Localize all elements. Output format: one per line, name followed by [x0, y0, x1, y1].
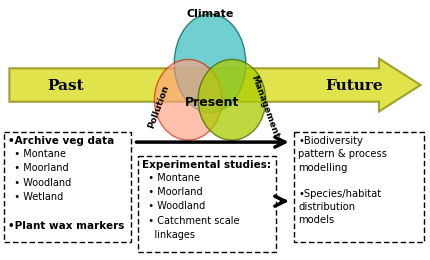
Text: Experimental studies:: Experimental studies: [142, 160, 271, 170]
Bar [138, 156, 276, 252]
Polygon shape [9, 58, 421, 112]
Text: •Plant wax markers: •Plant wax markers [8, 221, 125, 231]
Text: Present: Present [185, 96, 239, 109]
Text: •Archive veg data: •Archive veg data [8, 136, 114, 146]
Text: Climate: Climate [186, 9, 234, 19]
Text: •Biodiversity
pattern & process
modelling

•Species/habitat
distribution
models: •Biodiversity pattern & process modellin… [298, 136, 387, 225]
Text: Pollution: Pollution [146, 84, 170, 130]
Text: Future: Future [325, 79, 383, 93]
Ellipse shape [154, 60, 222, 140]
Ellipse shape [174, 14, 246, 113]
Bar [4, 132, 131, 243]
Ellipse shape [198, 60, 266, 140]
Text: Past: Past [48, 79, 84, 93]
Text: • Montane
  • Moorland
  • Woodland
  • Catchment scale
    linkages: • Montane • Moorland • Woodland • Catchm… [142, 173, 240, 240]
Bar [295, 132, 424, 243]
Text: • Montane
  • Moorland
  • Woodland
  • Wetland: • Montane • Moorland • Woodland • Wetlan… [8, 149, 71, 202]
Text: Management: Management [249, 74, 280, 140]
